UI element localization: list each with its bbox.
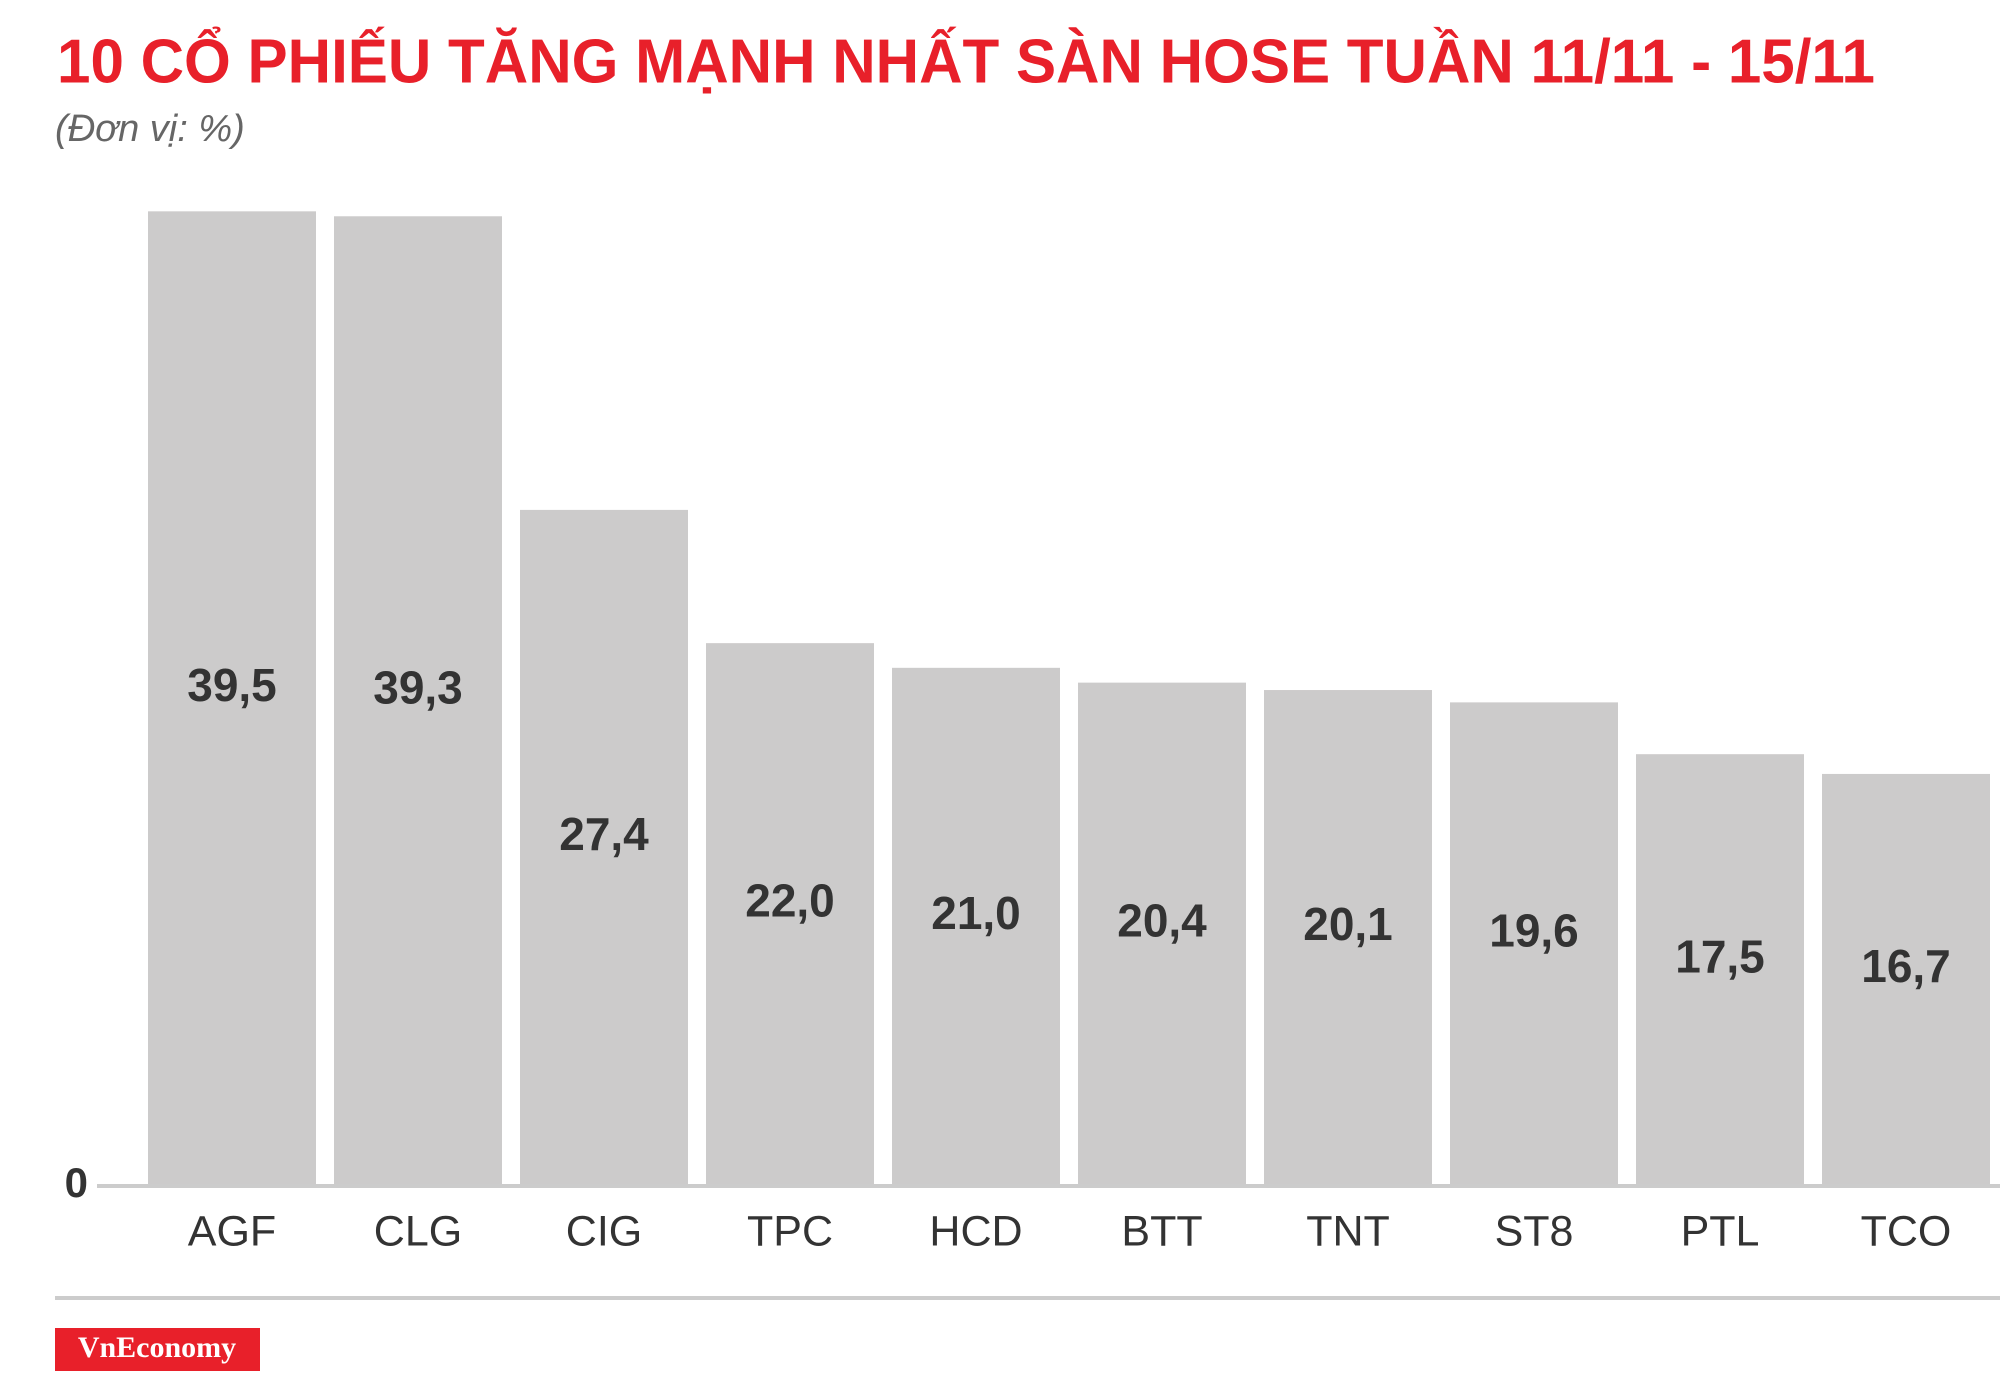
x-tick-label: TCO [1861,1207,1952,1255]
x-tick-label: BTT [1121,1207,1202,1255]
value-label: 39,3 [373,661,463,713]
x-tick-label: AGF [188,1207,276,1255]
bar [1078,682,1246,1186]
bar [892,667,1060,1186]
x-tick-label: CLG [374,1207,462,1255]
value-label: 21,0 [931,887,1021,939]
value-label: 17,5 [1675,930,1765,982]
y-tick-label: 0 [65,1159,88,1206]
x-tick-label: TPC [747,1207,833,1255]
source-logo: VnEconomy [78,1331,236,1364]
bar [520,509,688,1186]
value-label: 19,6 [1489,904,1579,956]
value-label: 39,5 [187,659,277,711]
bar [1264,690,1432,1186]
x-tick-label: TNT [1306,1207,1390,1255]
x-tick-label: HCD [929,1207,1022,1255]
value-label: 27,4 [559,808,649,860]
bar [1636,754,1804,1186]
bar [1822,773,1990,1186]
logo-box [55,1328,260,1371]
value-label: 16,7 [1861,940,1951,992]
chart-title: 10 CỔ PHIẾU TĂNG MẠNH NHẤT SÀN HOSE TUẦN… [57,26,1875,96]
x-tick-label: ST8 [1495,1207,1574,1255]
chart-subtitle: (Đơn vị: %) [55,108,245,150]
x-tick-label: PTL [1681,1207,1760,1255]
value-label: 20,1 [1303,898,1393,950]
bar [334,216,502,1186]
value-label: 22,0 [745,875,835,927]
value-label: 20,4 [1117,894,1207,946]
bar [148,211,316,1186]
bar [706,643,874,1186]
bar [1450,702,1618,1186]
x-tick-label: CIG [566,1207,642,1255]
